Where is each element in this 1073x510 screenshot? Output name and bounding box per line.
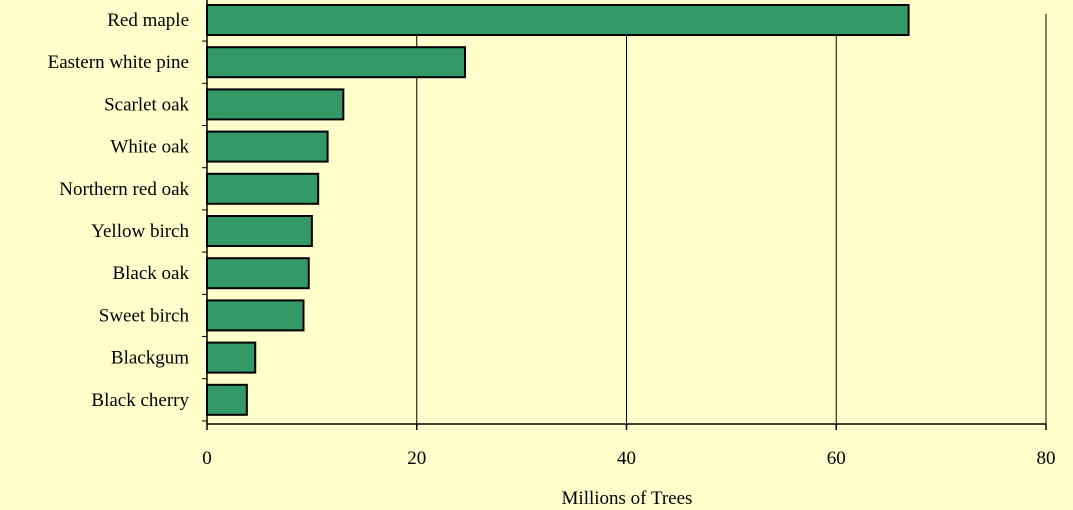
- x-tick-label-60: 60: [827, 448, 846, 469]
- x-tick-label-40: 40: [617, 448, 636, 469]
- category-label-scarlet-oak: Scarlet oak: [104, 94, 189, 115]
- bar-scarlet-oak: [206, 88, 345, 121]
- axes: [202, 0, 1047, 430]
- bars: [206, 4, 910, 416]
- category-label-sweet-birch: Sweet birch: [99, 305, 190, 326]
- category-label-blackgum: Blackgum: [111, 348, 189, 369]
- category-label-yellow-birch: Yellow birch: [91, 221, 189, 242]
- bar-blackgum: [206, 341, 257, 374]
- gridlines: [416, 14, 1047, 424]
- bar-yellow-birch: [206, 215, 313, 247]
- bar-northern-red-oak: [206, 172, 320, 205]
- category-labels: Red maple Eastern white pine Scarlet oak Wh…: [48, 10, 190, 411]
- category-label-white-oak: White oak: [110, 137, 189, 158]
- bar-eastern-white-pine: [206, 46, 466, 79]
- bar-sweet-birch: [206, 299, 305, 332]
- tick-labels: 0 20 40 60 80: [202, 448, 1055, 469]
- x-axis-title: Millions of Trees: [562, 488, 693, 509]
- category-label-eastern-white-pine: Eastern white pine: [48, 52, 189, 73]
- bar-red-maple: [206, 4, 910, 36]
- x-tick-label-80: 80: [1037, 448, 1056, 469]
- bar-black-oak: [206, 257, 310, 290]
- category-label-northern-red-oak: Northern red oak: [59, 179, 189, 200]
- category-label-black-oak: Black oak: [112, 263, 189, 284]
- x-tick-label-20: 20: [407, 448, 426, 469]
- category-label-black-cherry: Black cherry: [91, 390, 189, 411]
- x-tick-label-0: 0: [202, 448, 212, 469]
- bar-white-oak: [206, 130, 329, 163]
- category-label-red-maple: Red maple: [107, 10, 189, 31]
- bar-black-cherry: [206, 383, 248, 416]
